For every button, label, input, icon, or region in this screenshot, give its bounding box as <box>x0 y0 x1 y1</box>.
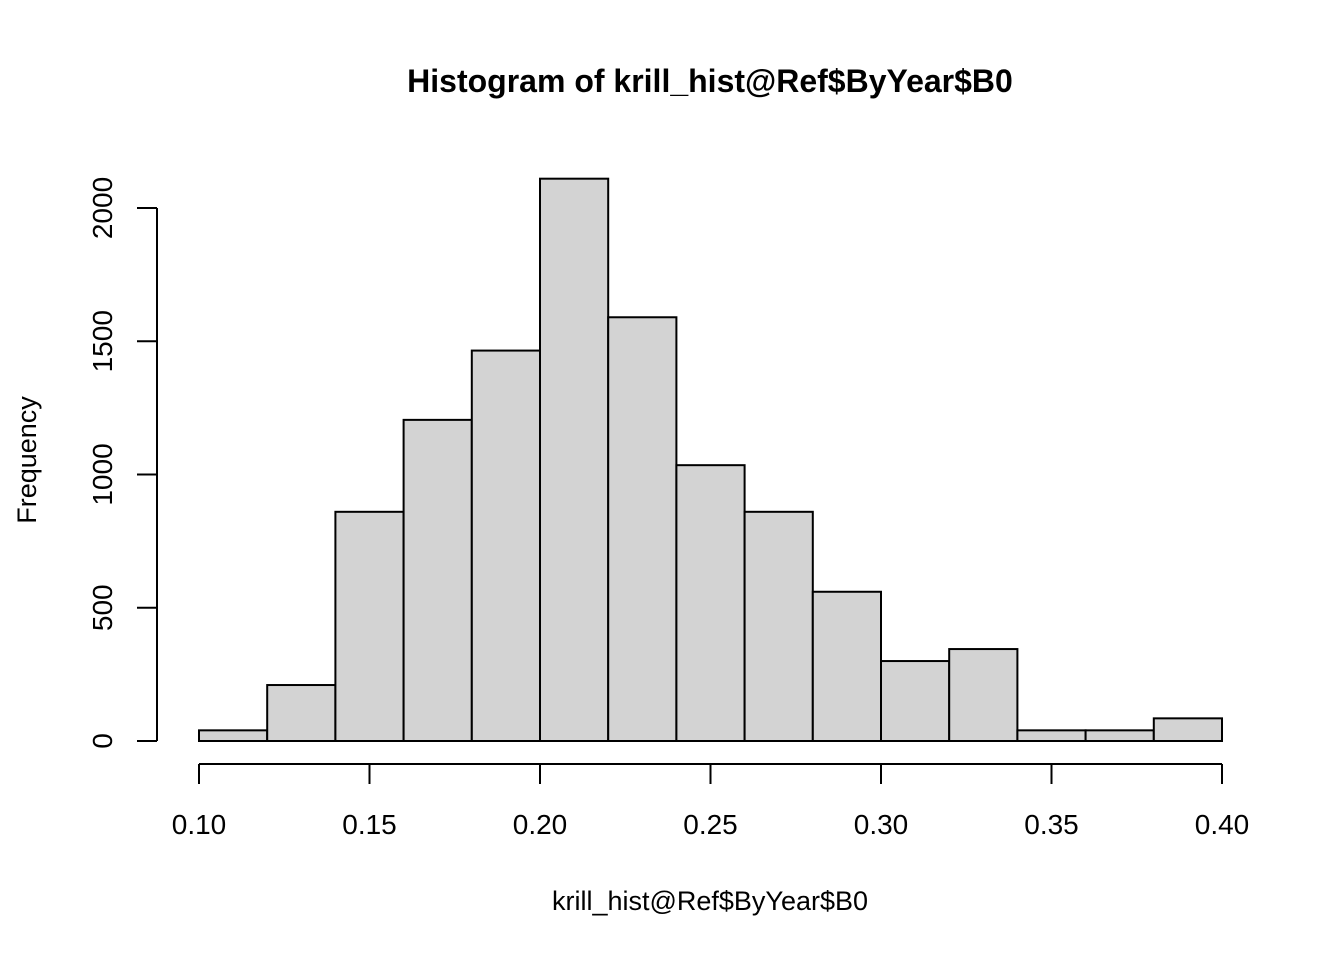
histogram-bar-4 <box>470 349 541 742</box>
histogram-bar-10 <box>880 660 951 742</box>
histogram-bar-14 <box>1152 717 1224 742</box>
x-axis: 0.10 0.15 0.20 0.25 0.30 0.35 0.40 <box>172 763 1250 840</box>
x-tick-label-0: 0.10 <box>172 809 227 840</box>
y-tick-label-4: 2000 <box>87 177 118 239</box>
y-tick-label-0: 0 <box>87 733 118 749</box>
y-axis-label: Frequency <box>12 396 42 524</box>
histogram-bar-11 <box>948 648 1019 742</box>
histogram-bar-3 <box>402 418 473 742</box>
y-tick-label-3: 1500 <box>87 310 118 372</box>
histogram-bar-7 <box>675 464 746 742</box>
x-tick-label-1: 0.15 <box>342 809 397 840</box>
histogram-bar-6 <box>607 316 678 742</box>
y-tick-label-1: 500 <box>87 584 118 631</box>
x-axis-label: krill_hist@Ref$ByYear$B0 <box>552 886 868 916</box>
bars-group <box>198 177 1224 743</box>
histogram-bar-8 <box>743 510 814 742</box>
x-tick-label-4: 0.30 <box>854 809 909 840</box>
x-tick-label-6: 0.40 <box>1195 809 1250 840</box>
y-tick-label-2: 1000 <box>87 443 118 505</box>
histogram-bar-5 <box>539 177 610 742</box>
histogram-bar-1 <box>266 684 337 742</box>
histogram-bar-9 <box>811 590 882 743</box>
x-tick-label-3: 0.25 <box>683 809 738 840</box>
x-tick-label-5: 0.35 <box>1024 809 1079 840</box>
chart-title: Histogram of krill_hist@Ref$ByYear$B0 <box>407 63 1013 99</box>
histogram-bar-13 <box>1084 729 1155 743</box>
histogram-bar-2 <box>334 510 405 742</box>
histogram-bar-12 <box>1016 729 1087 743</box>
histogram-bar-0 <box>198 729 269 743</box>
x-tick-label-2: 0.20 <box>513 809 568 840</box>
y-axis: 0 500 1000 1500 2000 <box>87 177 158 749</box>
